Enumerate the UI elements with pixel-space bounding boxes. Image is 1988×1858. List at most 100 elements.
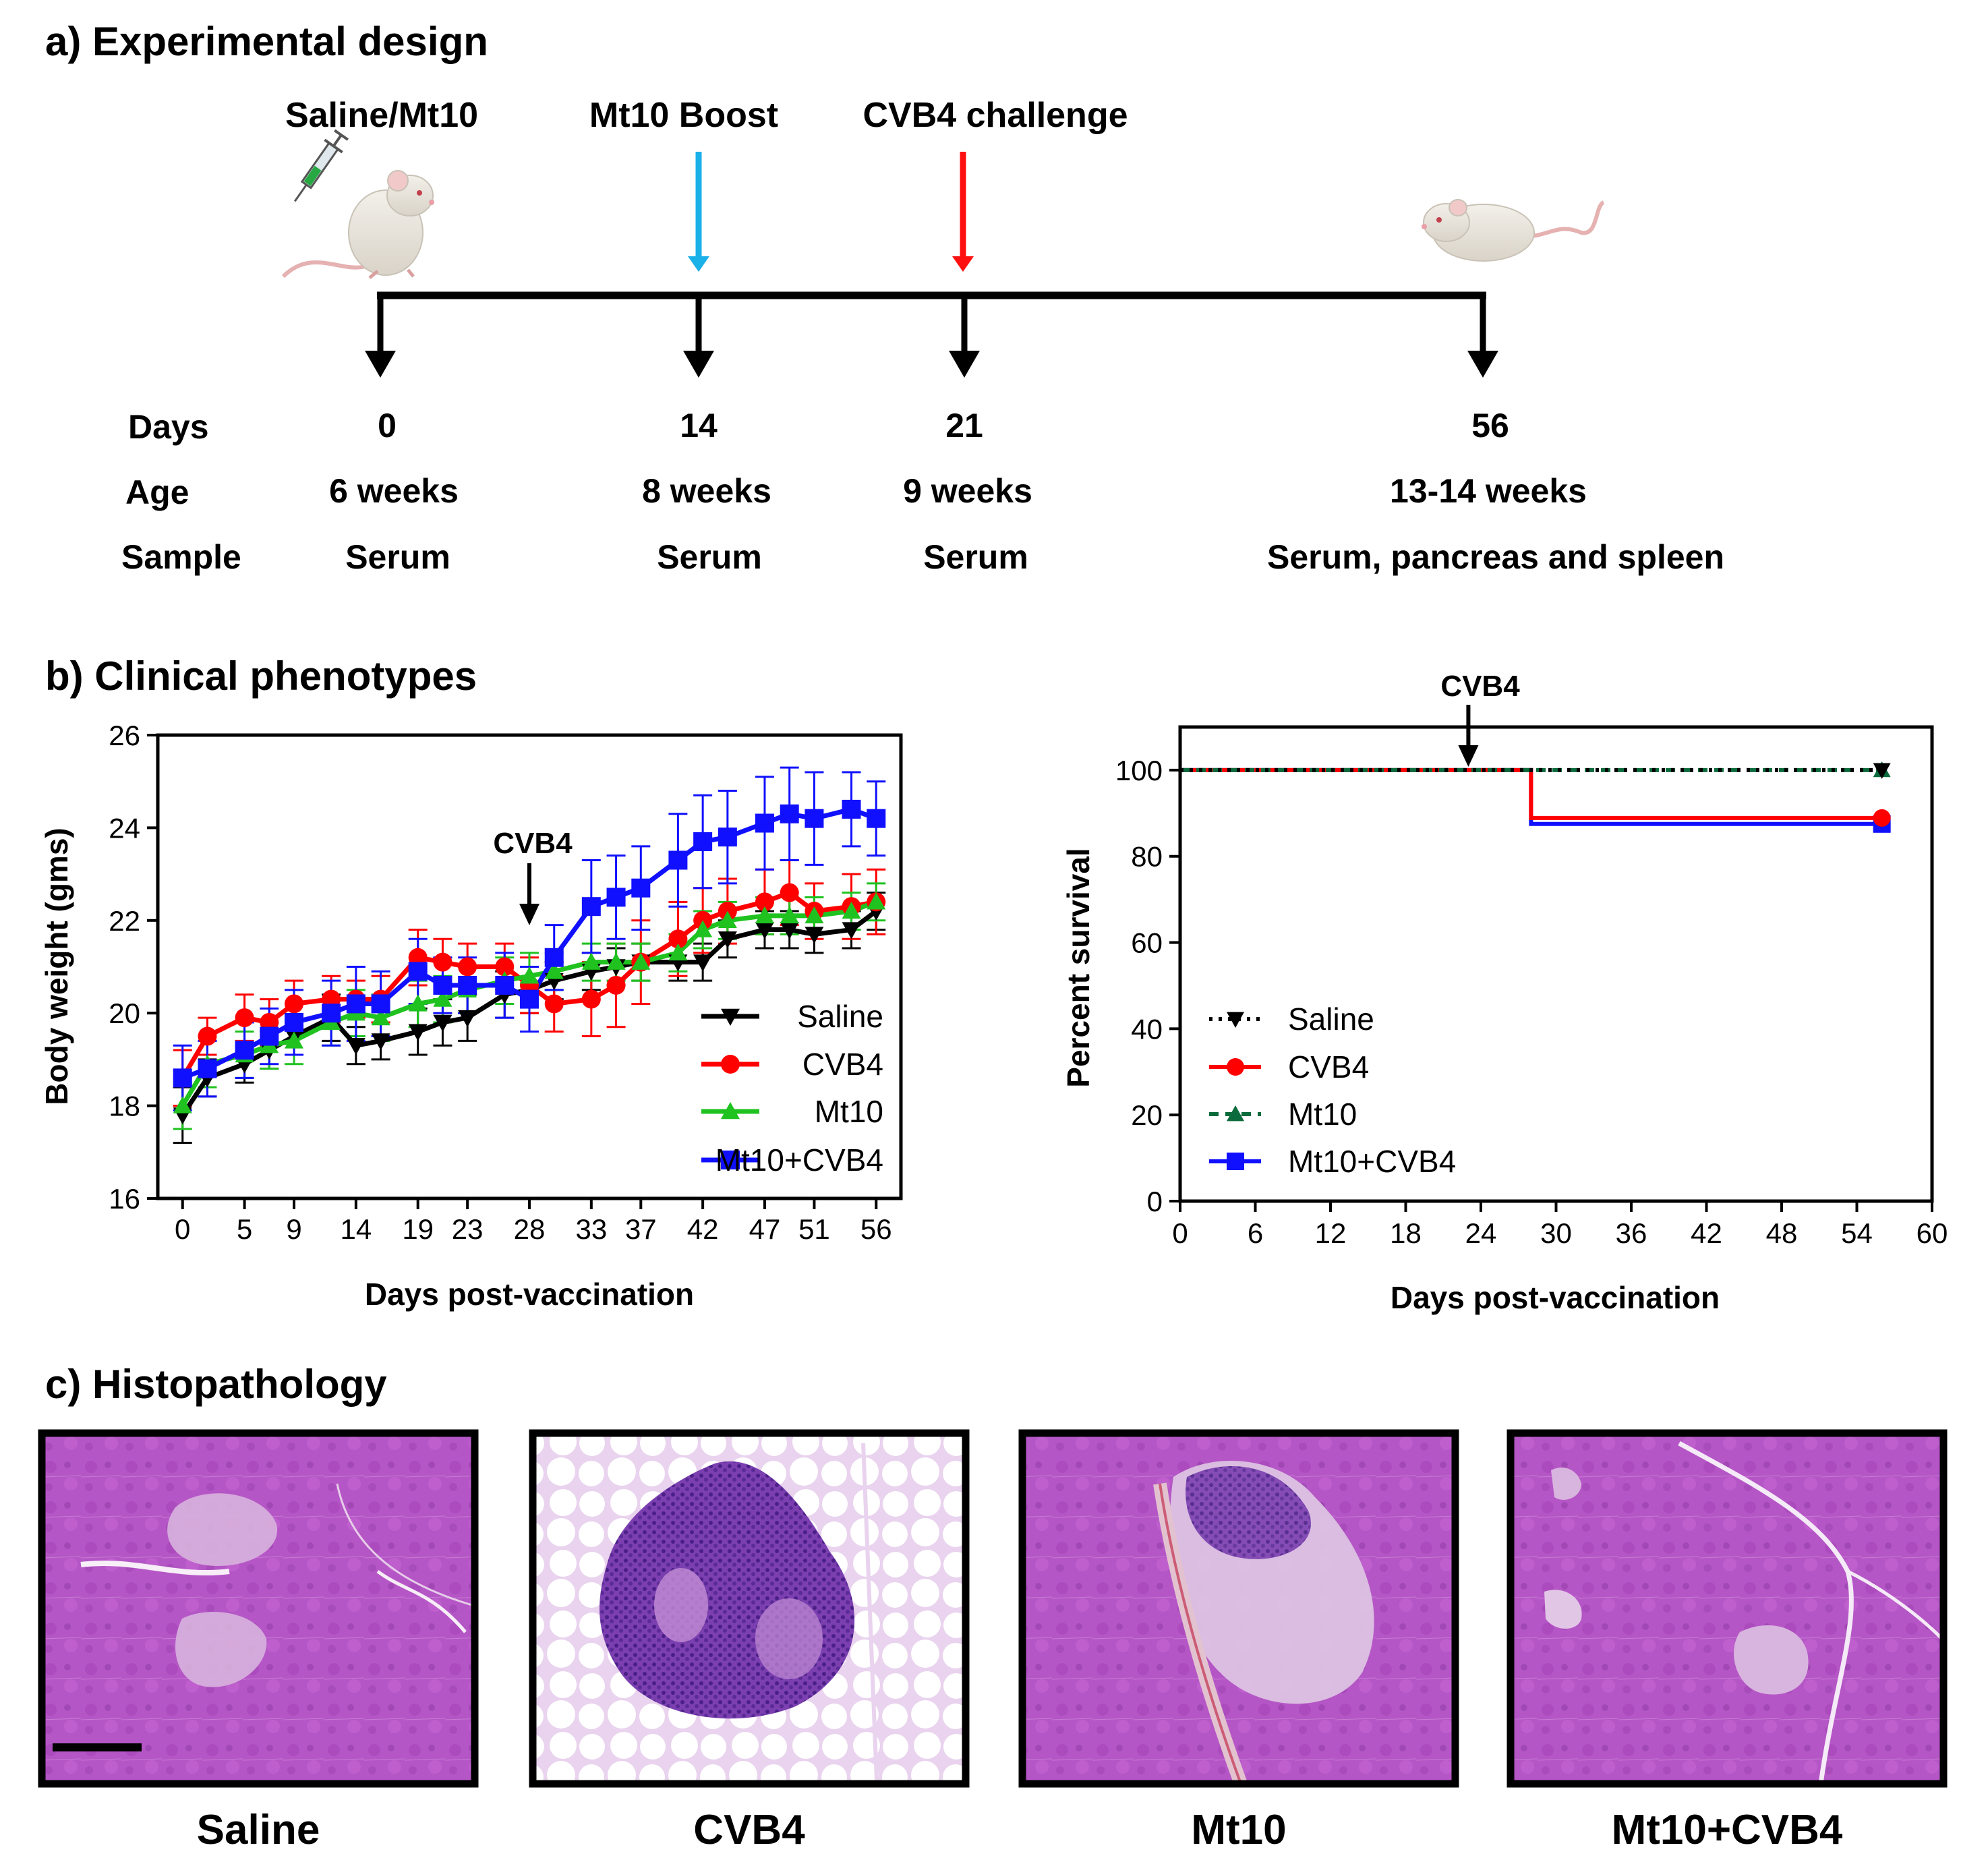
- age-value: 8 weeks: [642, 472, 771, 510]
- data-point: [198, 1059, 217, 1078]
- legend-label: Saline: [797, 999, 883, 1034]
- data-point: [520, 989, 539, 1009]
- survival-x-tick-label: 12: [1315, 1217, 1347, 1249]
- panel-b-title: b) Clinical phenotypes: [45, 654, 477, 699]
- weight-x-tick-label: 0: [175, 1213, 190, 1245]
- survival-legend-label: Mt10+CVB4: [1288, 1144, 1456, 1179]
- survival-x-tick-label: 24: [1465, 1217, 1497, 1249]
- day-value: 21: [945, 407, 983, 444]
- scale-bar: [53, 1743, 142, 1751]
- survival-legend-label: CVB4: [1288, 1049, 1369, 1084]
- data-point: [867, 809, 886, 828]
- weight-legend: Saline CVB4 Mt10 Mt10+CVB4: [701, 999, 883, 1178]
- survival-x-tick-label: 30: [1540, 1217, 1572, 1249]
- data-point: [346, 994, 366, 1014]
- data-point: [842, 799, 861, 819]
- row-label-age: Age: [125, 473, 189, 511]
- survival-annotation-label: CVB4: [1440, 670, 1520, 703]
- data-point: [371, 1008, 390, 1026]
- legend-marker: [721, 1151, 740, 1169]
- data-point: [544, 948, 564, 967]
- data-point: [668, 850, 688, 870]
- legend-marker: [721, 1008, 740, 1026]
- survival-chart: 0 20 40 60 80 100 0 6 12 18 24 30 36 42 48 54 60 CVB4 D…: [1061, 670, 1948, 1315]
- data-point: [173, 1068, 192, 1088]
- data-point: [805, 809, 824, 828]
- weight-y-tick-label: 18: [109, 1091, 140, 1122]
- survival-legend-marker: [1227, 1012, 1244, 1028]
- data-point: [346, 1038, 366, 1055]
- sample-value: Serum: [345, 538, 450, 576]
- legend-marker: [721, 1102, 740, 1120]
- weight-x-tick-label: 14: [341, 1213, 372, 1245]
- survival-x-tick-label: 0: [1172, 1217, 1188, 1249]
- data-point: [805, 927, 824, 944]
- data-point: [285, 1031, 304, 1049]
- weight-x-tick-label: 9: [286, 1213, 301, 1245]
- data-point: [718, 931, 737, 949]
- data-point: [433, 1014, 452, 1032]
- survival-line-cvb4: [1180, 767, 1882, 820]
- histology-mt10-image: [1018, 1429, 1459, 1788]
- survival-x-tick-label: 42: [1691, 1217, 1722, 1249]
- data-point: [581, 952, 601, 970]
- histology-saline-image: [38, 1429, 479, 1788]
- data-point: [606, 888, 626, 907]
- body-weight-chart: 16 18 20 22 24 26 0 5 9 14 19 23 28 33 37 42 47 51 56 CVB…: [39, 720, 903, 1312]
- data-point: [458, 957, 477, 977]
- boost-arrow: [688, 152, 709, 272]
- syringe-icon: [293, 129, 349, 202]
- data-point: [668, 943, 688, 961]
- legend-label: CVB4: [802, 1047, 883, 1082]
- data-point: [408, 994, 428, 1012]
- survival-cvb4-annotation: CVB4: [1440, 670, 1520, 767]
- data-point: [805, 906, 824, 924]
- weight-x-tick-label: 56: [860, 1213, 892, 1245]
- data-point: [433, 989, 452, 1007]
- day-value: 56: [1471, 407, 1509, 444]
- data-point: [842, 902, 861, 919]
- survival-legend-marker: [1227, 1058, 1244, 1076]
- weight-y-axis-label: Body weight (gms): [39, 828, 74, 1105]
- survival-series-lines: [1180, 767, 1882, 826]
- survival-x-tick-label: 54: [1841, 1217, 1873, 1249]
- weight-error-bars: [173, 766, 886, 1144]
- survival-legend-label: Mt10: [1288, 1097, 1357, 1132]
- data-point: [755, 906, 774, 924]
- mouse-lying-icon: [1422, 199, 1605, 262]
- data-point: [285, 1012, 304, 1032]
- weight-y-tick-label: 26: [109, 720, 140, 751]
- legend-marker: [721, 1055, 740, 1074]
- event-saline-mt10: Saline/Mt10: [285, 96, 478, 135]
- data-point: [606, 952, 626, 970]
- event-mt10-boost: Mt10 Boost: [589, 96, 778, 135]
- weight-y-ticks: 16 18 20 22 24 26: [109, 720, 158, 1215]
- legend-label: Mt10+CVB4: [715, 1142, 883, 1178]
- sample-value: Serum, pancreas and spleen: [1267, 538, 1724, 576]
- panel-a-title: a) Experimental design: [45, 19, 488, 64]
- survival-y-tick-label: 20: [1131, 1099, 1163, 1131]
- weight-x-tick-label: 5: [237, 1213, 252, 1245]
- panel-c-title: c) Histopathology: [45, 1362, 387, 1407]
- weight-cvb4-annotation: CVB4: [493, 827, 573, 925]
- weight-x-tick-label: 28: [514, 1213, 546, 1245]
- survival-y-tick-label: 80: [1131, 841, 1163, 873]
- data-point: [458, 975, 477, 995]
- data-point: [173, 1096, 192, 1113]
- data-point: [718, 828, 737, 847]
- data-point: [520, 966, 539, 984]
- weight-y-tick-label: 24: [109, 812, 140, 844]
- histology-label-cvb4: CVB4: [693, 1807, 805, 1853]
- survival-legend-label: Saline: [1288, 1001, 1374, 1037]
- data-point: [544, 962, 564, 979]
- survival-y-tick-label: 100: [1115, 755, 1163, 786]
- data-point: [631, 878, 651, 898]
- data-point: [235, 1041, 254, 1060]
- weight-x-tick-label: 23: [452, 1213, 484, 1245]
- data-point: [495, 975, 515, 995]
- sample-value: Serum: [657, 538, 762, 576]
- survival-series-markers: [1873, 761, 1891, 833]
- data-point: [581, 989, 601, 1009]
- data-point: [544, 994, 564, 1014]
